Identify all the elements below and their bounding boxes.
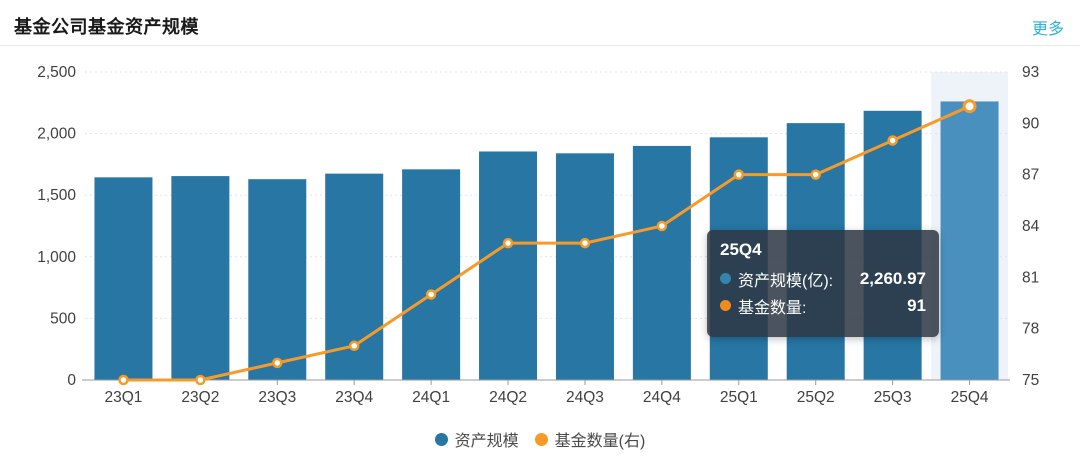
left-axis-label: 0 <box>67 372 76 389</box>
line-point-25Q3[interactable] <box>887 135 898 146</box>
line-point-25Q1[interactable] <box>733 169 745 180</box>
count-series-dot-icon <box>720 300 731 311</box>
x-axis-label: 23Q2 <box>181 389 219 406</box>
x-axis-label: 24Q1 <box>412 389 450 406</box>
fund-count-line <box>121 104 972 382</box>
legend-label-fund-count: 基金数量(右) <box>554 433 646 450</box>
chart-legend: 资产规模 基金数量(右) <box>0 427 1080 451</box>
line-point-24Q1[interactable] <box>425 289 437 300</box>
tooltip-row-count: 基金数量: 91 <box>720 292 926 319</box>
x-axis-label: 25Q1 <box>720 389 758 406</box>
left-axis-label: 1,000 <box>37 249 76 266</box>
bar-24Q3[interactable] <box>555 153 614 380</box>
right-axis-label: 84 <box>1022 218 1040 235</box>
line-point-23Q2[interactable] <box>195 374 206 386</box>
bar-23Q2[interactable] <box>171 176 230 380</box>
left-axis-label: 1,500 <box>37 187 76 204</box>
x-axis-label: 23Q4 <box>335 389 373 406</box>
line-point-24Q3[interactable] <box>579 237 591 249</box>
x-axis-label: 23Q3 <box>258 389 296 406</box>
right-axis-label: 87 <box>1022 167 1039 184</box>
bar-23Q3[interactable] <box>248 179 307 380</box>
bar-23Q1[interactable] <box>94 177 153 380</box>
tooltip-row-asset: 资产规模(亿): 2,260.97 <box>720 265 926 292</box>
legend-label-asset-scale: 资产规模 <box>454 433 519 450</box>
line-point-25Q2[interactable] <box>810 169 821 180</box>
right-axis-label: 78 <box>1022 321 1039 338</box>
left-axis-label: 2,500 <box>37 64 76 81</box>
line-point-23Q1[interactable] <box>118 374 129 386</box>
right-axis-label: 90 <box>1022 115 1040 132</box>
bar-24Q1[interactable] <box>402 169 461 380</box>
x-axis-label: 25Q4 <box>951 389 989 406</box>
x-axis-label: 25Q3 <box>874 389 912 406</box>
right-axis-label: 93 <box>1022 64 1039 81</box>
asset-series-dot-icon <box>720 273 731 284</box>
bar-25Q4[interactable] <box>940 101 999 381</box>
x-axis-label: 24Q4 <box>643 389 681 406</box>
bar-24Q2[interactable] <box>479 151 538 380</box>
line-point-23Q3[interactable] <box>272 357 283 369</box>
left-axis-label: 500 <box>50 310 76 327</box>
x-axis-label: 25Q2 <box>797 389 835 406</box>
x-axis-label: 24Q3 <box>566 389 604 406</box>
line-point-24Q4[interactable] <box>656 220 668 232</box>
line-point-25Q4[interactable] <box>962 99 977 114</box>
legend-dot-blue-icon <box>434 432 448 446</box>
x-axis-label: 24Q2 <box>489 389 527 406</box>
legend-item-asset-scale[interactable]: 资产规模 <box>434 427 519 451</box>
tooltip-count-value: 91 <box>907 295 926 315</box>
right-axis-label: 81 <box>1022 269 1039 286</box>
left-axis-label: 2,000 <box>37 126 76 143</box>
card-header: 基金公司基金资产规模 更多 <box>0 0 1080 46</box>
legend-item-fund-count[interactable]: 基金数量(右) <box>534 427 646 451</box>
x-axis-label: 23Q1 <box>104 389 142 406</box>
legend-dot-orange-icon <box>534 432 548 446</box>
tooltip-count-label: 基金数量: <box>738 299 807 317</box>
page-title: 基金公司基金资产规模 <box>14 17 199 37</box>
bar-24Q4[interactable] <box>632 145 691 380</box>
line-point-23Q4[interactable] <box>348 340 360 352</box>
more-link[interactable]: 更多 <box>1031 21 1064 38</box>
chart-tooltip: 25Q4 资产规模(亿): 2,260.97 基金数量: 91 <box>707 230 939 337</box>
right-axis-label: 75 <box>1022 372 1039 389</box>
line-point-24Q2[interactable] <box>502 237 514 249</box>
tooltip-asset-value: 2,260.97 <box>859 268 926 288</box>
tooltip-asset-label: 资产规模(亿): <box>738 272 834 290</box>
tooltip-category: 25Q4 <box>720 240 762 259</box>
